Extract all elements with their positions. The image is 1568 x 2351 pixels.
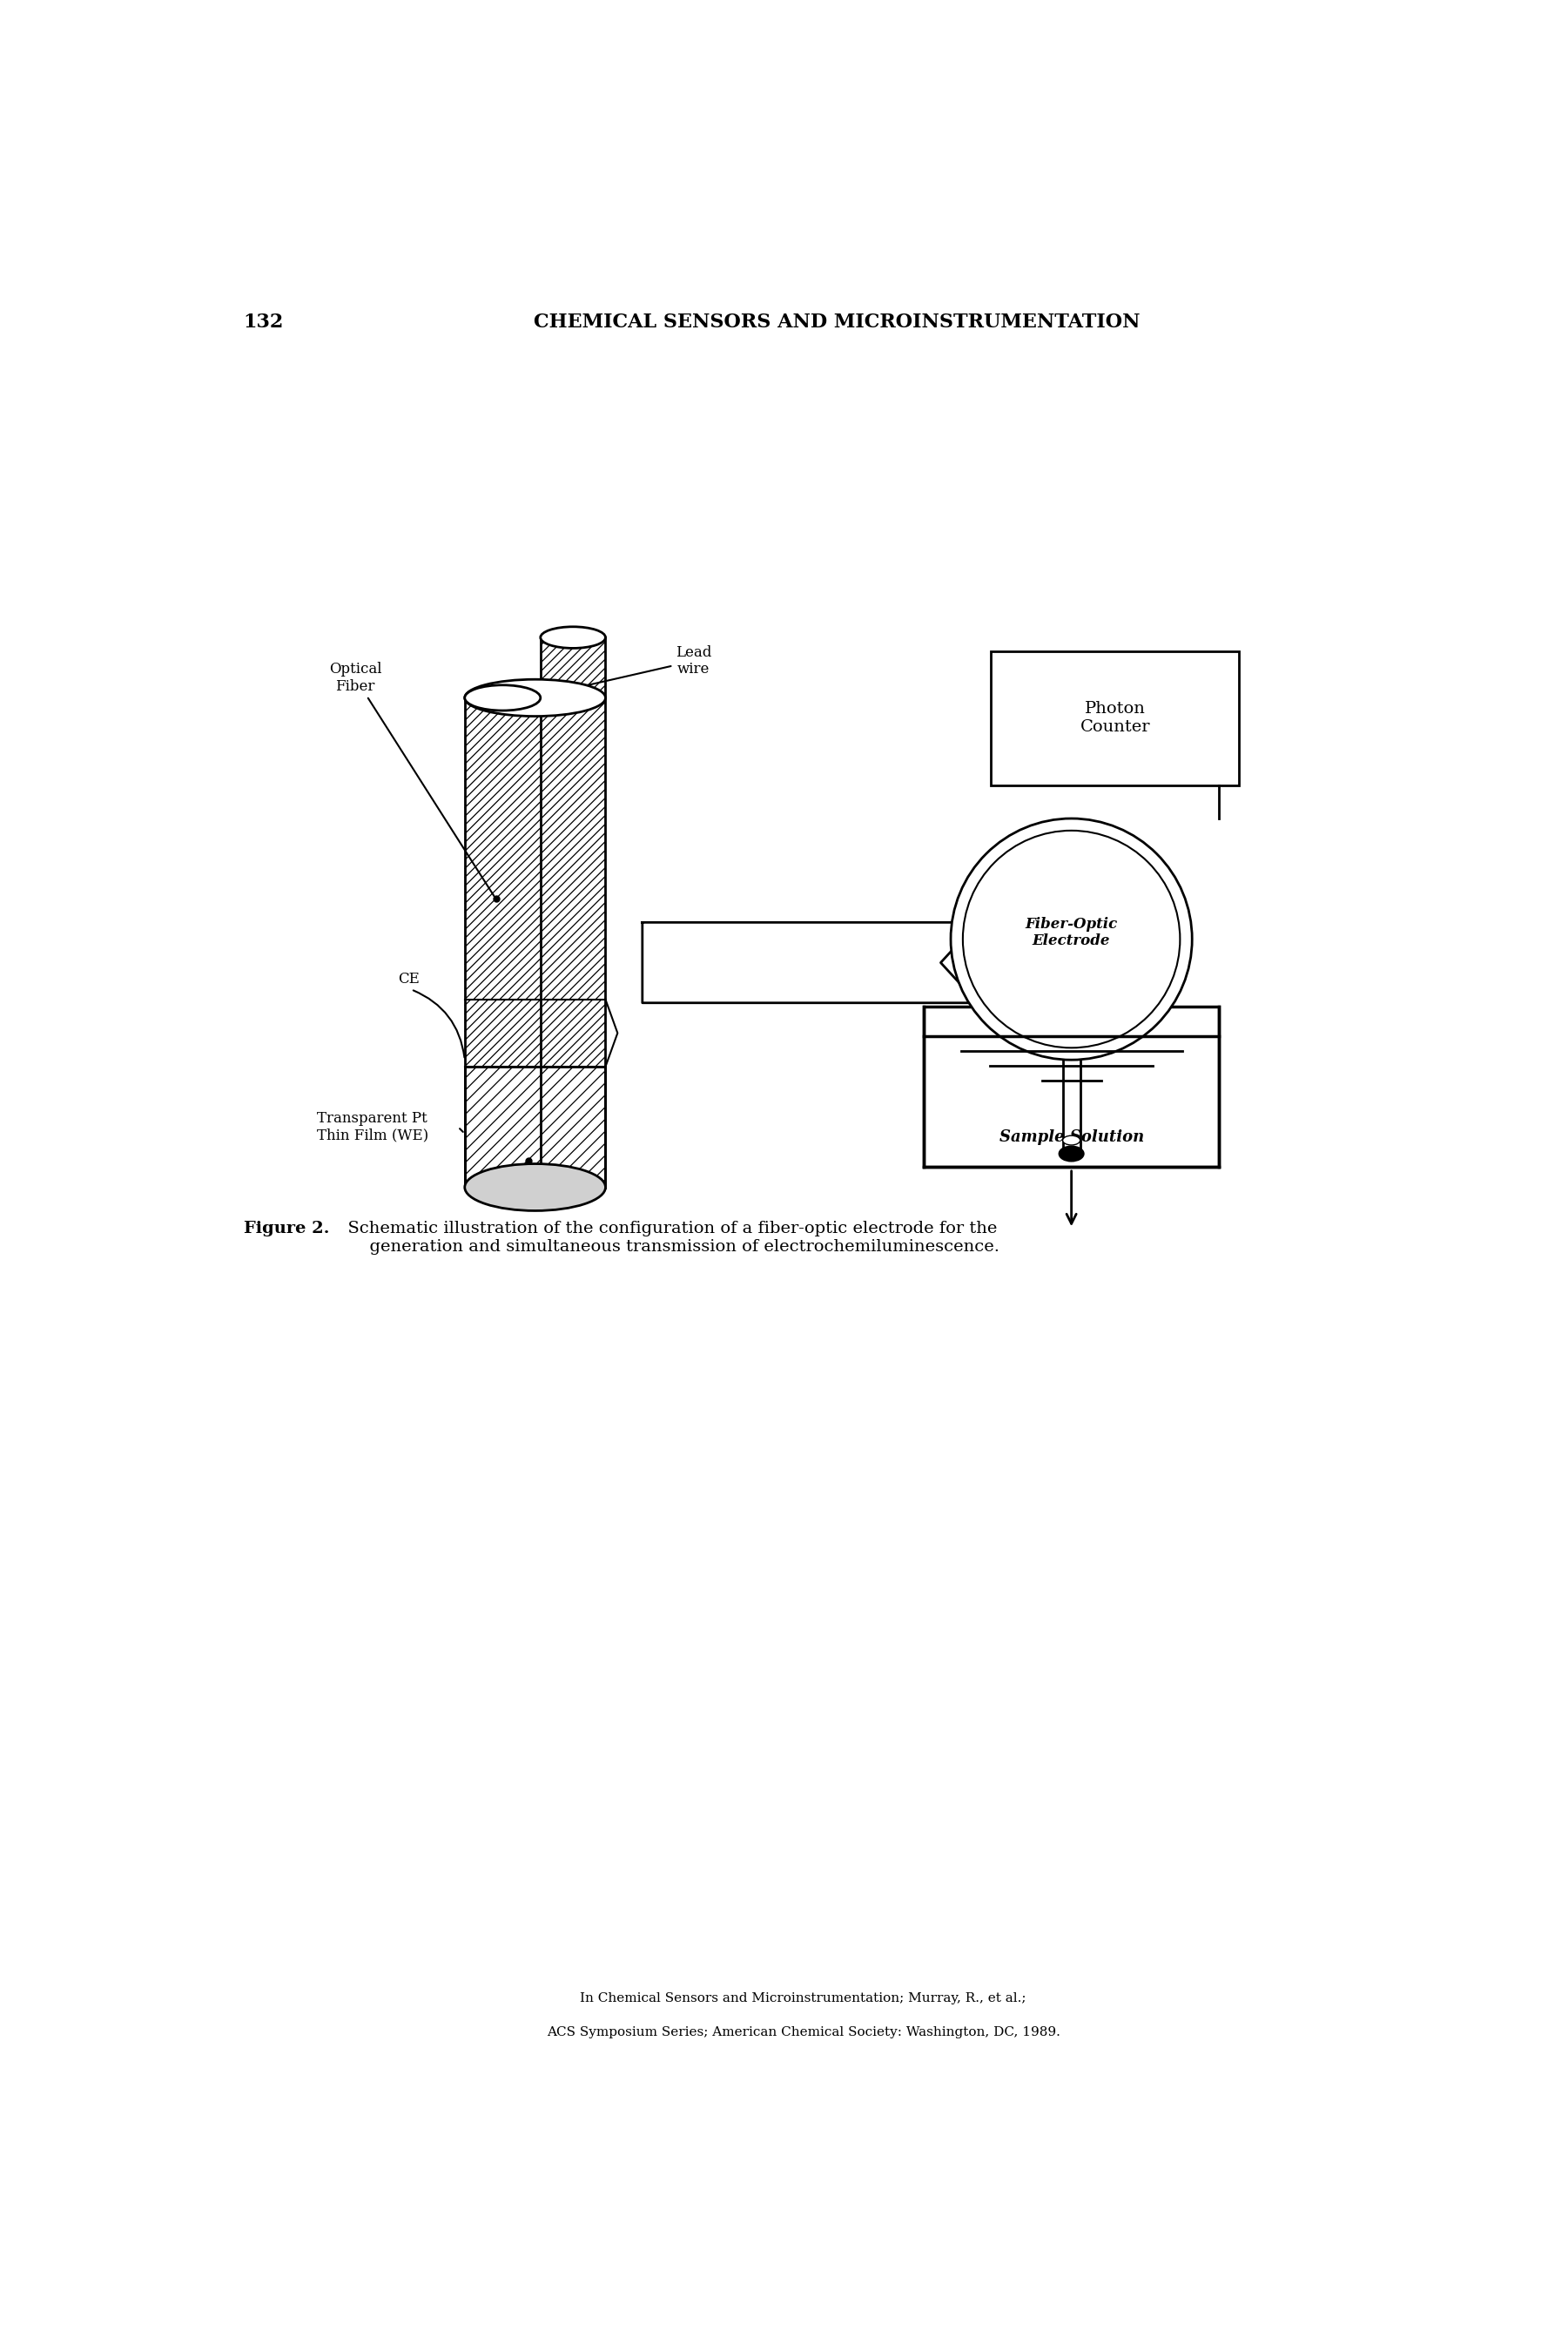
Bar xyxy=(924,1006,1218,1166)
Polygon shape xyxy=(643,922,977,1004)
Text: ACS Symposium Series; American Chemical Society: Washington, DC, 1989.: ACS Symposium Series; American Chemical … xyxy=(547,2027,1060,2038)
Text: Optical
Fiber: Optical Fiber xyxy=(329,661,494,898)
Bar xyxy=(464,1067,605,1187)
Ellipse shape xyxy=(464,684,541,710)
Circle shape xyxy=(950,818,1192,1060)
Text: Figure 2.: Figure 2. xyxy=(243,1220,329,1237)
Ellipse shape xyxy=(1060,1147,1083,1161)
Bar xyxy=(464,698,605,1187)
Ellipse shape xyxy=(464,679,605,717)
Text: CHEMICAL SENSORS AND MICROINSTRUMENTATION: CHEMICAL SENSORS AND MICROINSTRUMENTATIO… xyxy=(533,313,1140,331)
Text: In Chemical Sensors and Microinstrumentation; Murray, R., et al.;: In Chemical Sensors and Microinstrumenta… xyxy=(580,1991,1027,2005)
Bar xyxy=(464,698,605,1187)
Ellipse shape xyxy=(1063,1136,1080,1145)
Text: 132: 132 xyxy=(243,313,284,331)
Text: Fiber-Optic
Electrode: Fiber-Optic Electrode xyxy=(1025,917,1118,947)
Text: CE: CE xyxy=(398,971,419,987)
Ellipse shape xyxy=(464,1164,605,1211)
Text: Schematic illustration of the configuration of a fiber-optic electrode for the
 : Schematic illustration of the configurat… xyxy=(337,1220,1000,1255)
Text: Transparent Pt
Thin Film (WE): Transparent Pt Thin Film (WE) xyxy=(317,1112,430,1143)
Circle shape xyxy=(963,830,1181,1049)
Text: Lead
wire: Lead wire xyxy=(579,644,712,686)
Text: Sample Solution: Sample Solution xyxy=(999,1128,1143,1145)
Bar xyxy=(991,651,1239,785)
Ellipse shape xyxy=(541,628,605,649)
Text: Photon
Counter: Photon Counter xyxy=(1080,701,1149,736)
